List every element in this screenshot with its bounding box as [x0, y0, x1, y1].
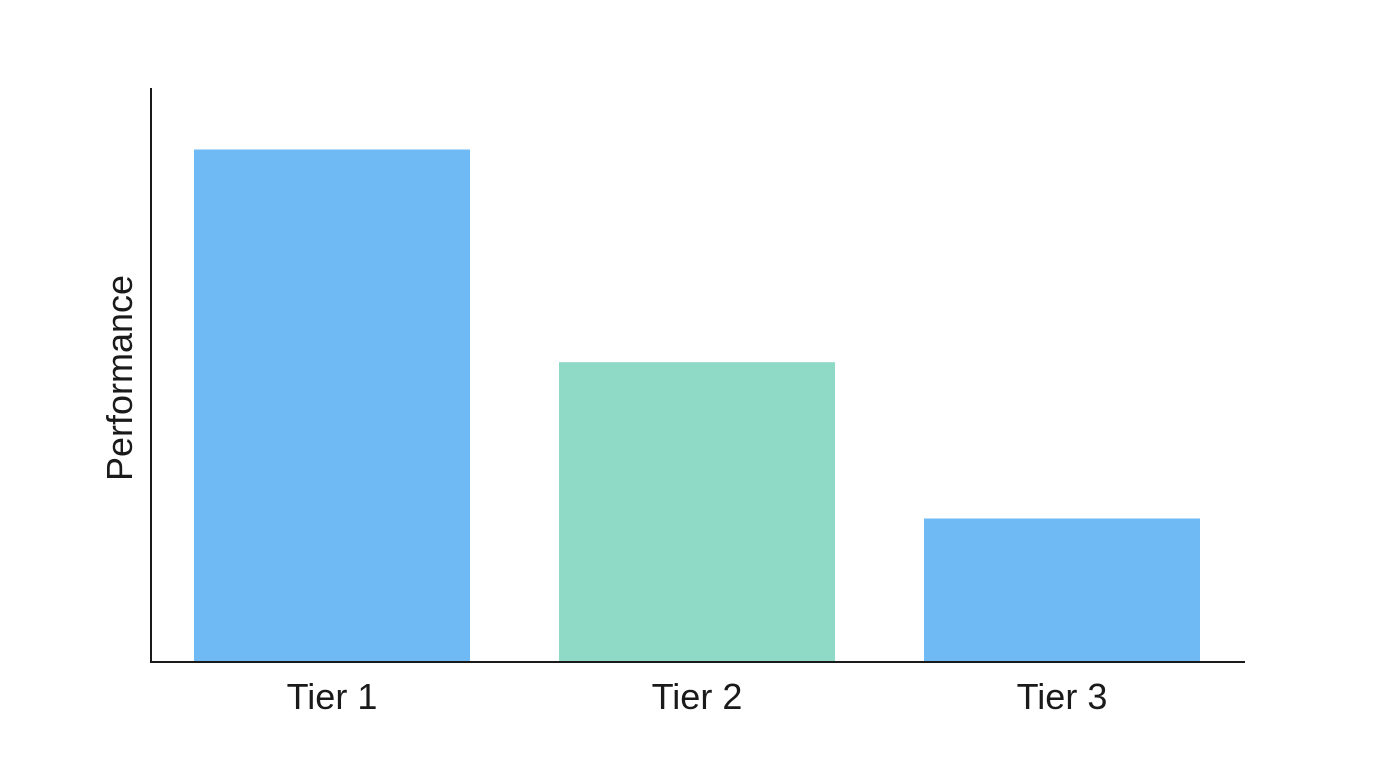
bar-tier-3 — [924, 518, 1200, 662]
x-tick-label: Tier 3 — [1017, 676, 1108, 717]
bar-tier-2 — [559, 362, 835, 662]
bar-tier-1 — [194, 149, 470, 662]
x-tick-label: Tier 1 — [287, 676, 378, 717]
x-tick-label: Tier 2 — [652, 676, 743, 717]
x-tick-labels: Tier 1 Tier 2 Tier 3 — [287, 676, 1108, 717]
bars-layer — [194, 149, 1200, 662]
y-axis-title: Performance — [99, 275, 140, 481]
